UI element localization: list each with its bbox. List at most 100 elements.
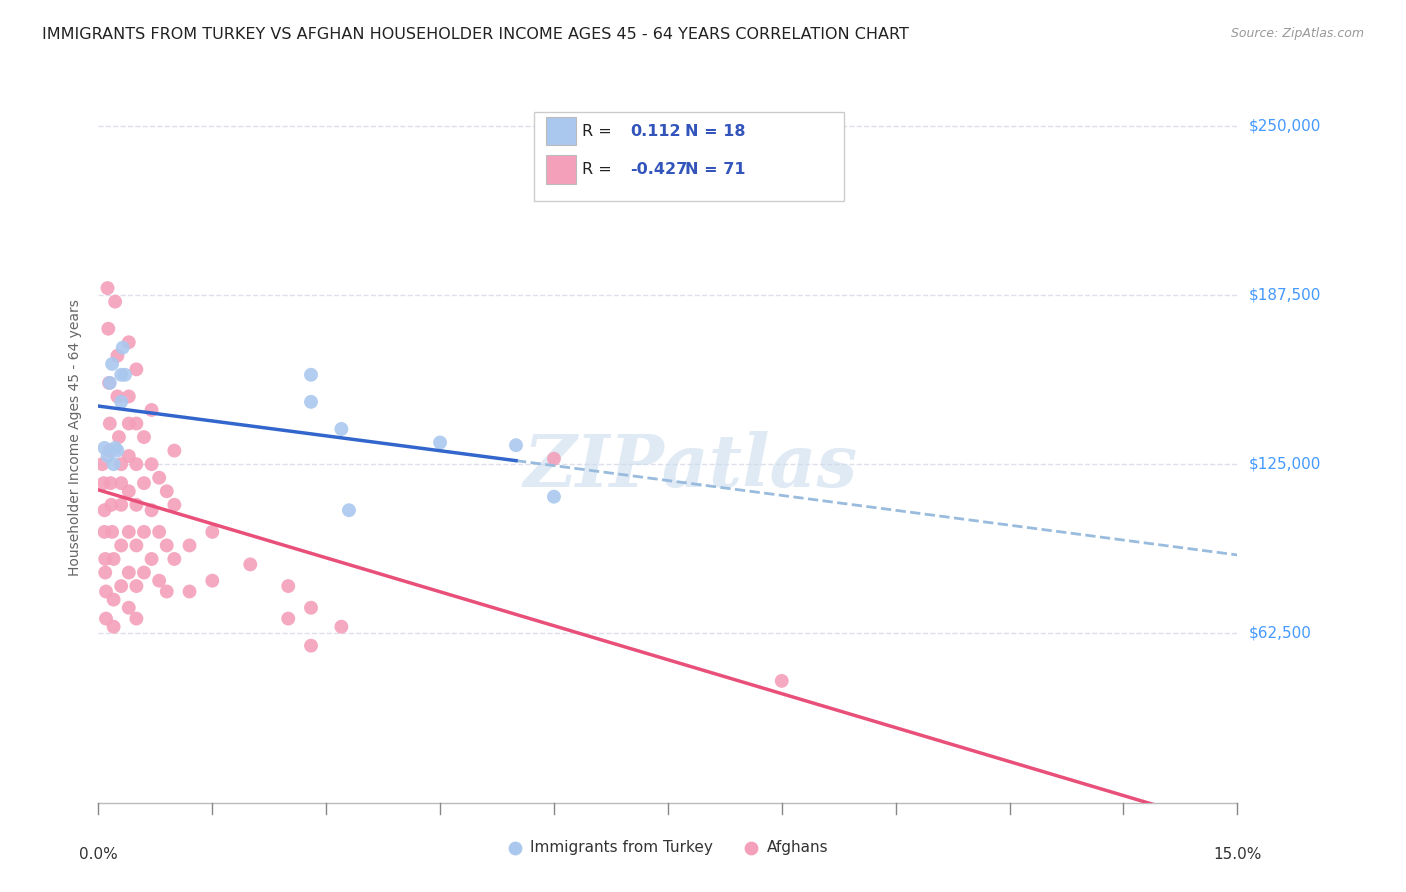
Point (93, 503, 115, 517)
Point (101, 524, 124, 539)
Text: -0.427: -0.427 (630, 162, 688, 177)
Point (107, 389, 129, 403)
Legend: Immigrants from Turkey, Afghans: Immigrants from Turkey, Afghans (502, 834, 834, 861)
Point (98, 376, 121, 390)
Point (163, 443, 186, 458)
Point (148, 574, 170, 588)
Point (163, 498, 186, 512)
Point (156, 484, 179, 499)
Point (93, 441, 115, 455)
Point (118, 389, 141, 403)
Point (505, 438, 527, 452)
Point (110, 538, 132, 552)
Text: ZIPatlas: ZIPatlas (523, 431, 858, 502)
Point (107, 349, 129, 363)
Point (118, 566, 141, 580)
Point (337, 503, 360, 517)
Point (543, 490, 565, 504)
Point (100, 476, 122, 491)
Point (104, 441, 127, 455)
Point (114, 368, 136, 382)
Point (125, 538, 148, 552)
Point (132, 566, 155, 580)
Point (330, 422, 353, 436)
Point (110, 368, 132, 382)
Point (201, 574, 224, 588)
Point (118, 600, 141, 615)
Point (110, 498, 132, 512)
Point (299, 600, 322, 615)
Point (101, 357, 124, 371)
Point (179, 538, 201, 552)
Point (239, 558, 262, 572)
Point (94, 566, 117, 580)
Point (93, 524, 115, 539)
Point (156, 538, 179, 552)
Point (110, 579, 132, 593)
Point (118, 524, 141, 539)
Point (148, 524, 170, 539)
Text: R =: R = (582, 162, 617, 177)
Point (770, 673, 793, 688)
Point (330, 620, 353, 634)
Point (125, 498, 148, 512)
Point (179, 584, 201, 599)
Point (111, 341, 134, 355)
Text: 0.0%: 0.0% (79, 847, 118, 862)
Point (110, 457, 132, 471)
Point (141, 403, 163, 417)
Point (125, 362, 148, 376)
Point (132, 476, 155, 491)
Point (125, 457, 148, 471)
Point (156, 584, 179, 599)
Point (125, 579, 148, 593)
Point (96, 281, 118, 295)
Point (93, 476, 115, 491)
Point (125, 417, 148, 431)
Point (163, 552, 186, 566)
Text: Source: ZipAtlas.com: Source: ZipAtlas.com (1230, 27, 1364, 40)
Point (118, 449, 141, 463)
Point (97, 322, 120, 336)
Text: IMMIGRANTS FROM TURKEY VS AFGHAN HOUSEHOLDER INCOME AGES 45 - 64 YEARS CORRELATI: IMMIGRANTS FROM TURKEY VS AFGHAN HOUSEHO… (42, 27, 910, 42)
Point (98, 417, 121, 431)
Point (141, 457, 163, 471)
Point (543, 451, 565, 466)
Point (201, 524, 224, 539)
Point (132, 524, 155, 539)
Point (429, 435, 451, 450)
Text: $125,000: $125,000 (1249, 457, 1320, 472)
Point (107, 443, 129, 458)
Point (110, 476, 132, 491)
Point (132, 430, 155, 444)
Text: N = 18: N = 18 (685, 124, 745, 138)
Point (277, 611, 299, 625)
Text: 0.112: 0.112 (630, 124, 681, 138)
Point (104, 294, 127, 309)
Text: $187,500: $187,500 (1249, 287, 1320, 302)
Point (103, 552, 125, 566)
Point (103, 457, 125, 471)
Point (299, 395, 322, 409)
Point (299, 368, 322, 382)
Point (100, 498, 122, 512)
Point (108, 430, 131, 444)
Point (94, 552, 117, 566)
Point (118, 484, 141, 499)
Point (141, 552, 163, 566)
Point (98, 376, 121, 390)
Text: R =: R = (582, 124, 621, 138)
Point (118, 417, 141, 431)
Point (277, 579, 299, 593)
Point (125, 611, 148, 625)
Point (94, 584, 117, 599)
Text: $62,500: $62,500 (1249, 626, 1312, 641)
Y-axis label: Householder Income Ages 45 - 64 years: Householder Income Ages 45 - 64 years (69, 299, 83, 575)
Text: 15.0%: 15.0% (1213, 847, 1261, 862)
Point (103, 592, 125, 607)
Point (98, 443, 121, 458)
Point (141, 503, 163, 517)
Point (299, 639, 322, 653)
Point (148, 471, 170, 485)
Point (118, 335, 141, 350)
